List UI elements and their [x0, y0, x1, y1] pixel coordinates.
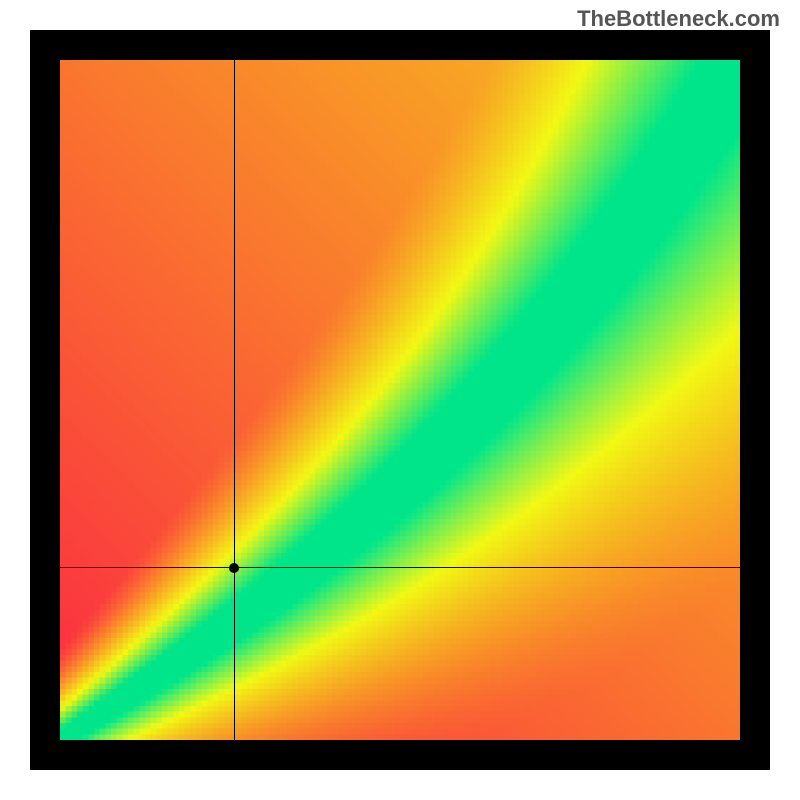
- crosshair-vertical: [234, 60, 235, 740]
- crosshair-marker: [229, 563, 239, 573]
- watermark-text: TheBottleneck.com: [577, 6, 780, 32]
- chart-frame: [30, 30, 770, 770]
- crosshair-horizontal: [60, 567, 740, 568]
- heatmap-canvas: [60, 60, 740, 740]
